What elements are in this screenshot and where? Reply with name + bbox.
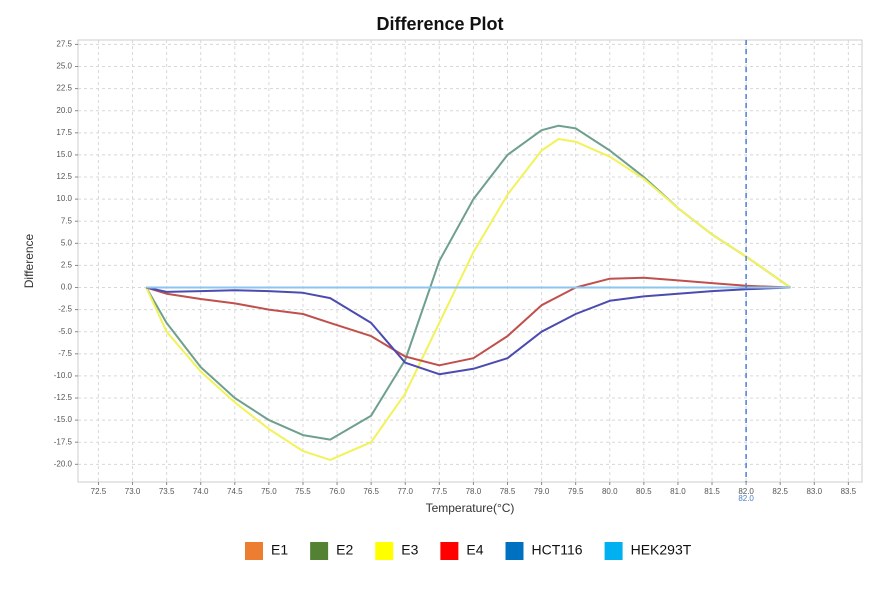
x-tick-label: 75.5 bbox=[295, 487, 311, 496]
legend-label: E3 bbox=[401, 542, 418, 558]
legend-label: E2 bbox=[336, 542, 353, 558]
y-tick-label: -7.5 bbox=[58, 349, 72, 358]
y-tick-label: 7.5 bbox=[61, 216, 73, 225]
y-tick-label: 22.5 bbox=[56, 84, 72, 93]
y-tick-label: 17.5 bbox=[56, 128, 72, 137]
legend-swatch bbox=[604, 542, 623, 560]
y-tick-label: 25.0 bbox=[56, 62, 72, 71]
x-tick-label: 80.5 bbox=[636, 487, 652, 496]
y-tick-label: -5.0 bbox=[58, 327, 72, 336]
y-tick-label: 2.5 bbox=[61, 261, 73, 270]
y-tick-label: -17.5 bbox=[54, 437, 73, 446]
y-tick-label: -12.5 bbox=[54, 393, 73, 402]
legend-label: HEK293T bbox=[631, 542, 692, 558]
x-tick-label: 83.0 bbox=[806, 487, 822, 496]
y-axis-label: Difference bbox=[22, 233, 36, 288]
x-tick-label: 78.0 bbox=[466, 487, 482, 496]
y-tick-label: 12.5 bbox=[56, 172, 72, 181]
x-tick-label: 74.0 bbox=[193, 487, 209, 496]
x-tick-label: 77.5 bbox=[432, 487, 448, 496]
y-tick-label: -15.0 bbox=[54, 415, 73, 424]
series-line bbox=[145, 286, 791, 376]
y-tick-label: 10.0 bbox=[56, 194, 72, 203]
y-tick-label: -10.0 bbox=[54, 371, 73, 380]
x-axis-label: Temperature(°C) bbox=[426, 501, 515, 515]
x-tick-label: 74.5 bbox=[227, 487, 243, 496]
x-tick-label: 82.5 bbox=[772, 487, 788, 496]
x-tick-label: 81.0 bbox=[670, 487, 686, 496]
x-tick-label: 75.0 bbox=[261, 487, 277, 496]
y-tick-label: -20.0 bbox=[54, 459, 73, 468]
chart-title: Difference Plot bbox=[376, 14, 503, 34]
series-line bbox=[145, 276, 791, 367]
legend-swatch bbox=[245, 542, 263, 560]
x-tick-label: 83.5 bbox=[841, 487, 857, 496]
marker-label: 82.0 bbox=[738, 494, 754, 503]
x-tick-label: 72.5 bbox=[91, 487, 107, 496]
legend-label: E1 bbox=[271, 542, 288, 558]
y-tick-label: 27.5 bbox=[56, 40, 72, 49]
y-tick-label: -2.5 bbox=[58, 305, 72, 314]
y-tick-label: 0.0 bbox=[61, 283, 73, 292]
legend-swatch bbox=[375, 542, 394, 560]
legend-swatch bbox=[440, 542, 459, 560]
x-tick-label: 80.0 bbox=[602, 487, 618, 496]
legend-label: HCT116 bbox=[532, 542, 583, 558]
series-line bbox=[145, 138, 791, 461]
legend-swatch bbox=[505, 542, 524, 560]
x-tick-label: 73.5 bbox=[159, 487, 175, 496]
y-tick-label: 20.0 bbox=[56, 106, 72, 115]
x-tick-label: 73.0 bbox=[125, 487, 141, 496]
x-tick-label: 76.0 bbox=[329, 487, 345, 496]
y-tick-label: 5.0 bbox=[61, 238, 73, 247]
x-tick-label: 79.5 bbox=[568, 487, 584, 496]
y-tick-label: 15.0 bbox=[56, 150, 72, 159]
legend-swatch bbox=[310, 542, 329, 560]
legend-label: E4 bbox=[466, 542, 483, 558]
x-tick-label: 81.5 bbox=[704, 487, 720, 496]
x-tick-label: 78.5 bbox=[500, 487, 516, 496]
x-tick-label: 82.0 bbox=[738, 487, 754, 496]
x-tick-label: 77.0 bbox=[397, 487, 413, 496]
x-tick-label: 79.0 bbox=[534, 487, 550, 496]
x-tick-label: 76.5 bbox=[363, 487, 379, 496]
